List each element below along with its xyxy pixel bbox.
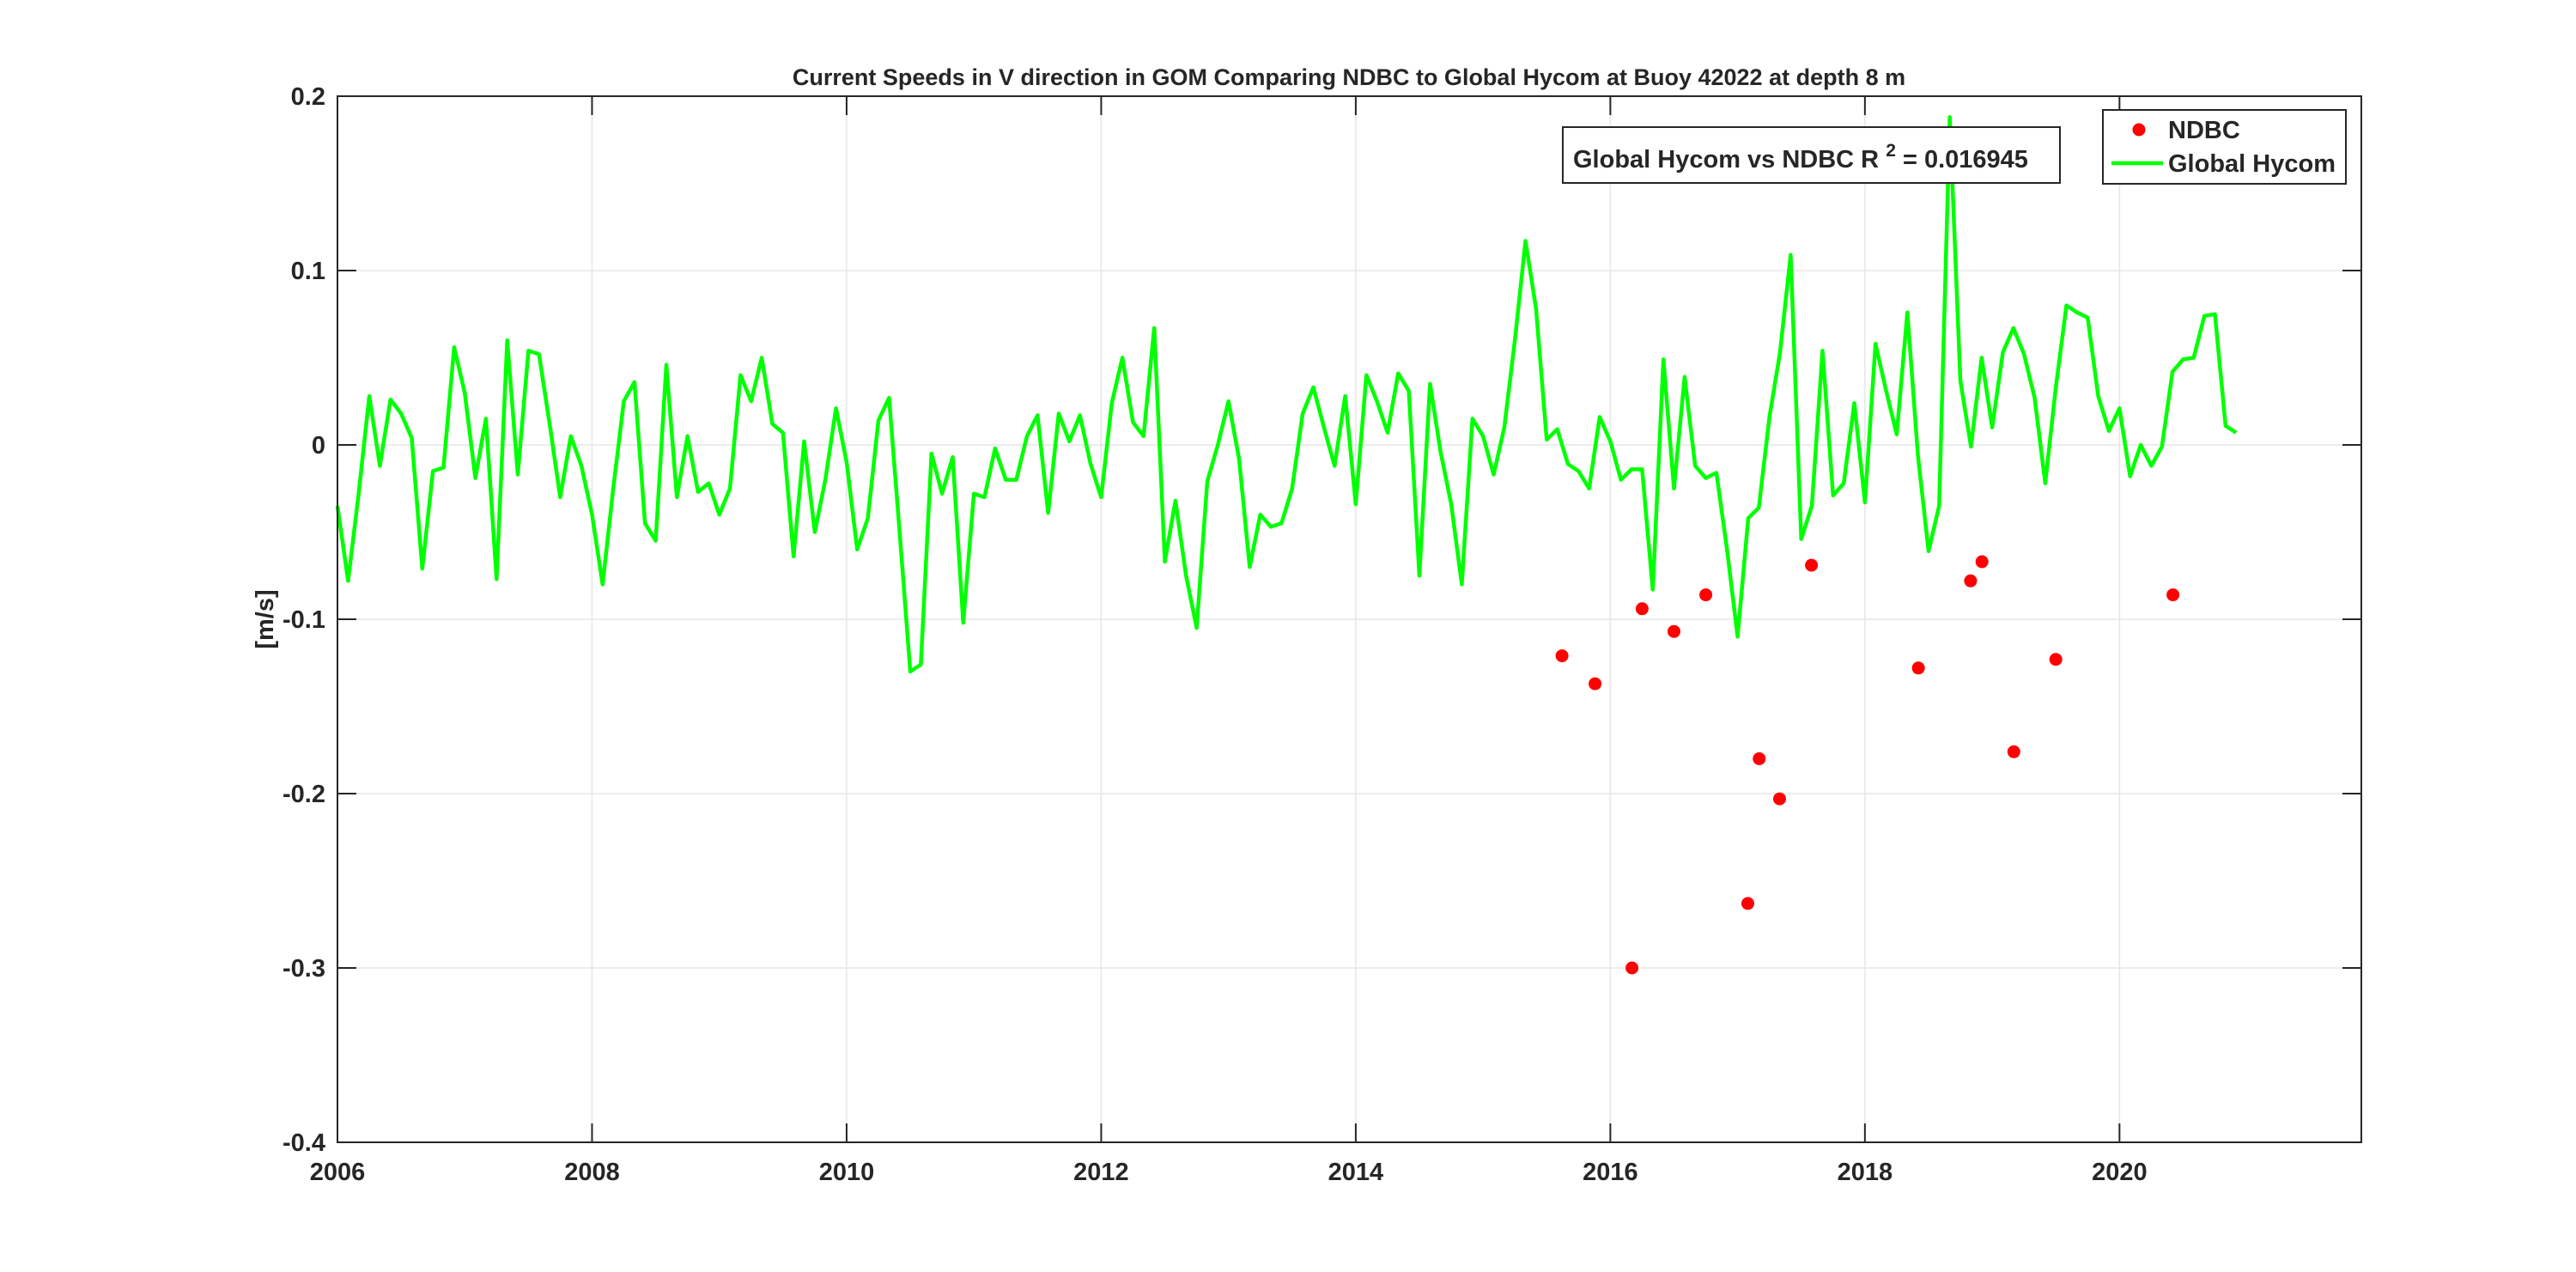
y-tick-label: -0.3 — [283, 955, 325, 983]
legend-marker-ndbc — [2132, 123, 2146, 137]
global-hycom-series — [335, 115, 2238, 674]
ndbc-point — [1975, 555, 1989, 569]
ndbc-point — [1635, 602, 1649, 616]
annotation-prefix: Global Hycom vs NDBC R — [1573, 146, 1879, 173]
x-tick-label: 2020 — [2092, 1159, 2148, 1186]
ndbc-point — [2007, 745, 2020, 758]
ndbc-point — [1668, 624, 1680, 638]
x-tick-label: 2014 — [1328, 1159, 1384, 1186]
ndbc-point — [1625, 961, 1639, 975]
annotation-superscript: 2 — [1886, 141, 1896, 161]
ndbc-series — [1555, 555, 2180, 975]
ndbc-point — [1753, 752, 1766, 765]
y-tick-label: 0.1 — [291, 258, 325, 285]
ndbc-point — [1741, 897, 1754, 910]
x-tick-label: 2008 — [564, 1159, 620, 1186]
axis-ticks: 2006 2008 2010 2012 2014 2016 2018 2020 -0.4 -0.3… — [283, 83, 2361, 1186]
ndbc-point — [1699, 588, 1713, 602]
y-tick-label: -0.2 — [283, 781, 325, 808]
annotation-box — [1562, 126, 2061, 184]
x-tick-label: 2012 — [1073, 1159, 1129, 1186]
y-tick-label: -0.1 — [283, 606, 325, 634]
annotation-text: Global Hycom vs NDBC R 2 = 0.016945 — [1573, 135, 2028, 173]
ndbc-point — [2049, 653, 2063, 666]
x-tick-label: 2006 — [310, 1159, 366, 1186]
x-tick-label: 2018 — [1838, 1159, 1893, 1186]
chart-title: Current Speeds in V direction in GOM Com… — [793, 64, 1905, 90]
chart-grid — [337, 95, 2361, 1143]
series-line-global-hycom — [335, 115, 2238, 674]
ndbc-point — [1911, 661, 1925, 675]
legend-box — [2102, 109, 2347, 185]
r-squared-annotation: Global Hycom vs NDBC R 2 = 0.016945 — [1562, 126, 2061, 184]
y-tick-label: 0 — [312, 432, 325, 460]
y-tick-label: 0.2 — [291, 83, 325, 111]
legend: NDBC Global Hycom — [2102, 109, 2347, 185]
legend-label-global-hycom: Global Hycom — [2168, 150, 2336, 178]
ndbc-point — [1555, 649, 1569, 663]
ndbc-point — [1805, 558, 1819, 572]
x-tick-label: 2016 — [1583, 1159, 1638, 1186]
legend-label-ndbc: NDBC — [2168, 117, 2240, 144]
ndbc-point — [1964, 574, 1978, 587]
x-tick-label: 2010 — [819, 1159, 875, 1186]
y-tick-label: -0.4 — [283, 1129, 325, 1157]
annotation-suffix: = 0.016945 — [1903, 146, 2028, 173]
ndbc-point — [1773, 792, 1786, 806]
y-axis-label: [m/s] — [252, 589, 279, 648]
ndbc-point — [2166, 588, 2180, 602]
ndbc-point — [1589, 677, 1602, 691]
